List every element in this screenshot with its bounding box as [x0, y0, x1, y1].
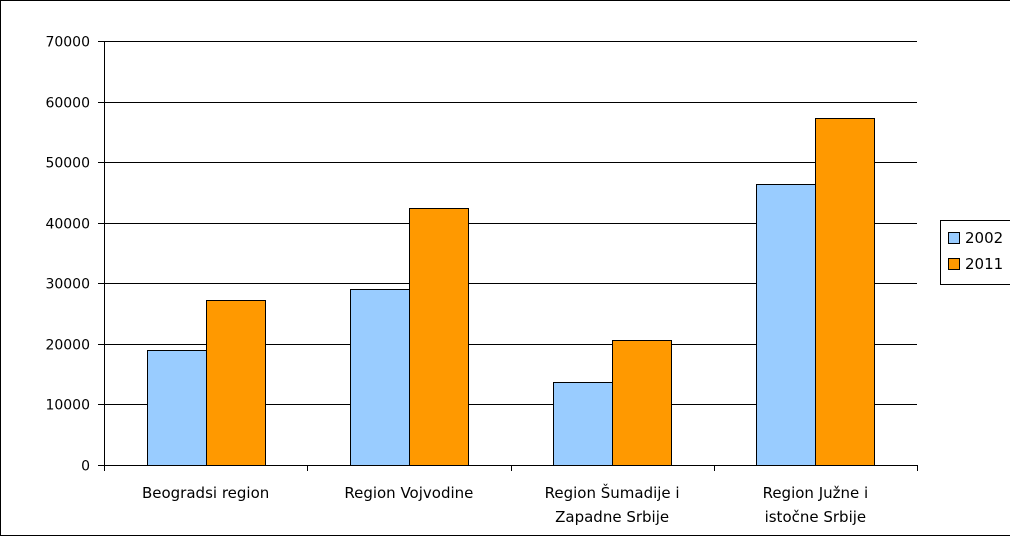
- x-tick-label: Zapadne Srbije: [555, 508, 669, 526]
- bar-2002-2: [351, 290, 410, 466]
- y-tick-label: 30000: [45, 277, 90, 293]
- bar-2002-4: [757, 185, 816, 466]
- y-tick-label: 40000: [45, 217, 90, 233]
- y-tick-label: 0: [81, 459, 90, 475]
- bar-2011-3: [613, 341, 672, 466]
- bar-2002-3: [554, 383, 613, 466]
- legend-swatch-2011: [949, 259, 960, 270]
- bar-2011-4: [816, 119, 875, 466]
- x-tick-label: Region Šumadije i: [545, 483, 680, 502]
- bar-2011-2: [410, 209, 469, 466]
- x-tick-label: Beogradsi region: [142, 484, 269, 502]
- legend-swatch-2002: [949, 233, 960, 244]
- y-tick-label: 50000: [45, 156, 90, 172]
- y-tick-label: 70000: [45, 35, 90, 51]
- bar-2002-1: [148, 351, 207, 466]
- x-tick-label: Region Vojvodine: [344, 484, 473, 502]
- y-tick-label: 60000: [45, 96, 90, 112]
- x-tick-label: Region Južne i: [763, 484, 869, 502]
- legend-label-2011: 2011: [965, 255, 1003, 273]
- legend: 2002 2011: [941, 221, 1010, 285]
- y-tick-label: 10000: [45, 398, 90, 414]
- legend-label-2002: 2002: [965, 229, 1003, 247]
- y-tick-label: 20000: [45, 338, 90, 354]
- x-tick-label: istočne Srbije: [765, 508, 867, 526]
- bar-2011-1: [207, 301, 266, 466]
